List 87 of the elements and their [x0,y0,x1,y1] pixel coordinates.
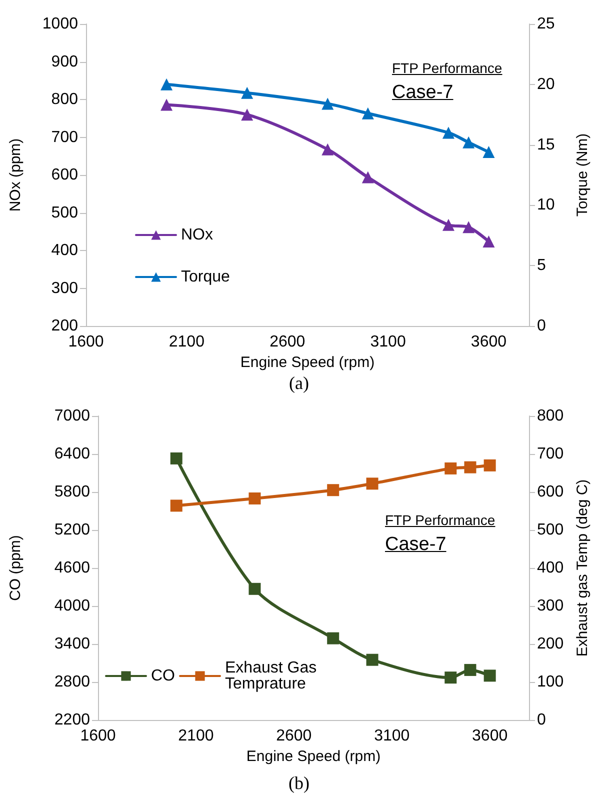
legend-label: CO [151,668,175,684]
point [462,221,475,234]
x-tick-label: 2600 [276,728,312,744]
annotation: FTP Performance [392,60,502,76]
point [322,143,334,156]
point [241,86,254,99]
y2-tick-label: 15 [537,136,555,154]
y2-tick-label: 700 [537,446,564,462]
point [484,670,496,682]
y2-axis-title: Torque (Nm) [574,133,591,217]
x-axis-title: Engine Speed (rpm) [246,748,381,765]
legend-label: NOx [181,226,213,244]
x-tick-label: 2100 [168,334,205,350]
y-tick-label: 3400 [54,636,90,652]
y-tick-label: 200 [51,318,78,334]
legend-label: Torque [181,268,230,286]
legend-label: Exhaust Gas Temprature [225,660,322,692]
point [464,461,476,474]
annotation: Case-7 [392,82,454,104]
point [462,136,475,148]
y-tick-label: 400 [51,242,78,259]
text: (b) [288,773,310,793]
y2-tick-label: 200 [537,636,564,652]
point [327,632,340,644]
y-tick-label: 600 [51,166,78,184]
y2-tick-label: 400 [537,560,564,576]
y-tick-label: 700 [51,128,78,146]
point [241,108,254,121]
y-tick-label: 5800 [54,484,90,500]
point [170,452,182,464]
point [444,672,457,684]
y-tick-label: 1000 [42,16,78,32]
point [366,654,378,666]
y-tick-label: 2200 [54,712,90,728]
y2-tick-label: 0 [537,712,546,728]
y2-tick-label: 0 [537,318,546,334]
y-tick-label: 900 [51,53,78,70]
x-tick-label: 2600 [270,334,306,350]
point [442,126,454,139]
y2-axis-title: Exhaust gas Temp (deg C) [574,479,591,657]
point [327,484,340,496]
point [170,500,182,512]
y2-tick-label: 5 [537,257,546,274]
y-tick-label: 2800 [54,674,90,690]
point [362,171,374,184]
point [464,664,476,676]
x-tick-label: 3100 [370,334,406,350]
y2-tick-label: 800 [537,408,564,424]
x-tick-label: 2100 [178,728,214,744]
x-axis-title: Engine Speed (rpm) [240,354,375,371]
x-tick-label: 3100 [374,728,410,744]
point [482,235,495,248]
annotation: Case-7 [385,534,446,556]
point [362,107,374,120]
y2-tick-label: 100 [537,674,564,690]
y-tick-label: 7000 [54,408,90,424]
y2-tick-label: 600 [537,484,564,500]
point [160,98,173,111]
y-tick-label: 5200 [54,522,90,538]
point [248,582,261,595]
point [442,218,454,231]
y-tick-label: 500 [51,204,78,222]
y-axis-title: NOx (ppm) [7,138,24,212]
y-tick-label: 300 [51,280,78,297]
x-tick-label: 1600 [68,334,104,350]
y2-tick-label: 25 [537,16,555,32]
x-tick-label: 1600 [80,728,116,744]
point [484,459,496,472]
y2-tick-label: 300 [537,598,564,614]
annotation: FTP Performance [385,512,496,528]
y2-tick-label: 500 [537,522,564,538]
point [482,146,495,158]
point [444,462,457,474]
point [160,78,173,90]
point [248,492,261,504]
y2-tick-label: 20 [537,76,555,93]
y-tick-label: 800 [51,91,78,108]
x-tick-label: 3600 [472,728,508,744]
y-tick-label: 4600 [54,560,90,576]
point [322,98,334,110]
y-tick-label: 6400 [54,446,90,462]
y-axis-title: CO (ppm) [7,535,24,601]
y2-tick-label: 10 [537,196,555,214]
y-tick-label: 4000 [54,598,90,614]
x-tick-label: 3600 [470,334,507,350]
text: (a) [289,373,309,393]
point [366,478,378,490]
